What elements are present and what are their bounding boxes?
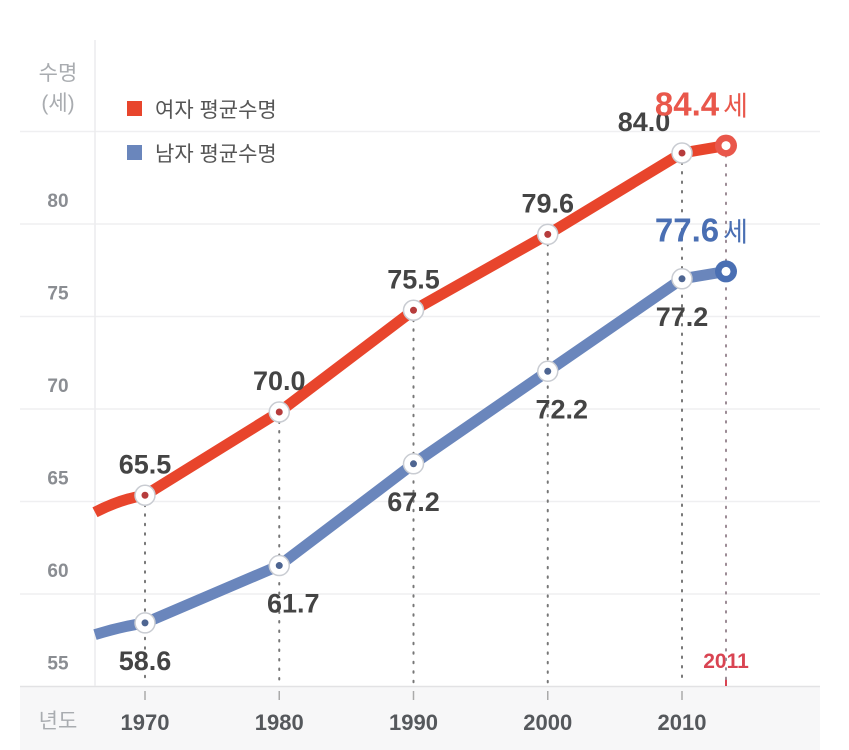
x-tick-label: 1970 <box>121 710 170 735</box>
y-tick-label: 65 <box>47 469 69 490</box>
data-point <box>402 299 425 321</box>
data-label: 65.5 <box>119 449 172 479</box>
final-value-label: 84.4 세 <box>655 86 748 123</box>
final-data-point <box>715 134 737 157</box>
data-point <box>402 453 425 475</box>
data-point <box>268 401 290 423</box>
data-point <box>134 484 156 506</box>
data-label: 61.7 <box>267 589 320 619</box>
data-label: 77.2 <box>656 302 709 332</box>
data-point <box>537 360 559 383</box>
legend-label-male: 남자 평균수명 <box>155 143 277 166</box>
y-tick-label: 60 <box>47 561 68 582</box>
data-label: 58.6 <box>119 646 172 676</box>
data-point <box>134 612 156 634</box>
legend-swatch-male <box>127 145 142 160</box>
final-value-label: 77.6 세 <box>655 211 748 248</box>
y-axis-label-line2: (세) <box>41 92 74 115</box>
y-tick-label: 70 <box>47 376 68 397</box>
x-tick-label: 2010 <box>658 710 707 735</box>
data-label: 79.6 <box>521 188 574 218</box>
legend: 여자 평균수명 남자 평균수명 <box>127 99 277 166</box>
legend-swatch-female <box>127 101 142 116</box>
x-tick-label: 2000 <box>523 710 572 735</box>
highlight-year-label: 2011 <box>703 650 749 673</box>
data-label: 84.0 <box>618 107 671 137</box>
data-label: 75.5 <box>387 264 440 294</box>
data-point <box>537 223 559 246</box>
series-line-male <box>93 265 727 640</box>
y-tick-label: 55 <box>47 654 69 675</box>
y-axis-label-line1: 수명 <box>39 62 78 85</box>
y-tick-label: 75 <box>47 284 69 305</box>
y-tick-label: 80 <box>47 191 68 212</box>
x-tick-label: 1980 <box>255 710 304 735</box>
data-point <box>671 268 693 290</box>
data-label: 72.2 <box>535 394 588 424</box>
x-axis-label: 년도 <box>39 710 78 733</box>
final-data-point <box>715 260 737 283</box>
data-label: 67.2 <box>387 487 440 517</box>
data-label: 70.0 <box>253 366 306 396</box>
x-axis-band <box>20 686 820 750</box>
x-tick-label: 1990 <box>389 710 438 735</box>
data-point <box>268 554 290 577</box>
data-point <box>671 142 693 164</box>
legend-label-female: 여자 평균수명 <box>155 99 277 122</box>
